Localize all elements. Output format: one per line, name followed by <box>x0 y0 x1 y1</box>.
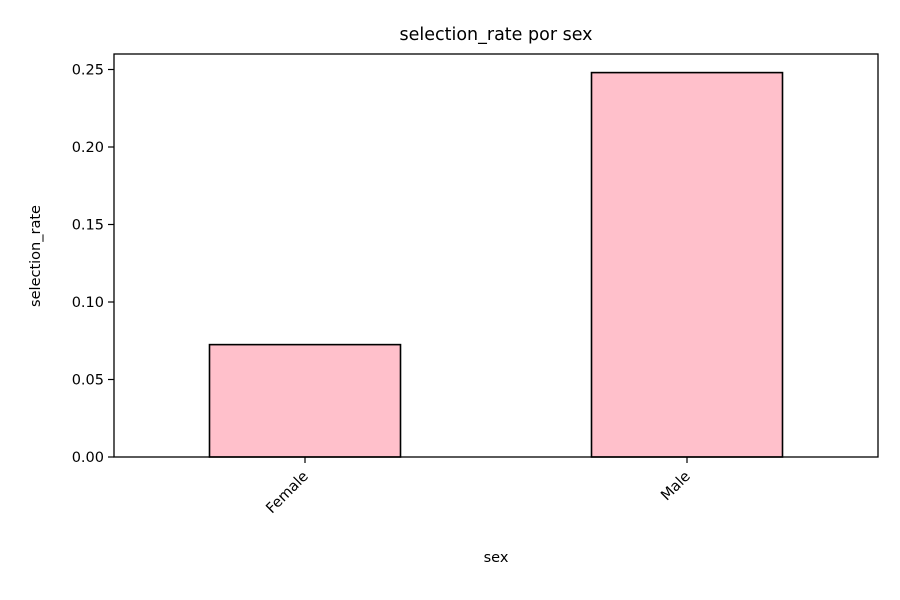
chart-title: selection_rate por sex <box>399 25 592 45</box>
y-axis-label: selection_rate <box>28 205 44 307</box>
y-tick-label: 0.20 <box>72 140 104 156</box>
y-axis: 0.00 0.05 0.10 0.15 0.20 0.25 <box>72 63 114 466</box>
plot-frame <box>113 53 879 458</box>
y-tick-label: 0.15 <box>72 218 104 234</box>
y-tick-label: 0.10 <box>72 295 104 311</box>
x-axis-label: sex <box>484 550 509 566</box>
y-tick-label: 0.25 <box>72 63 104 79</box>
bars-layer <box>208 71 784 458</box>
x-axis: Female Male <box>263 457 694 517</box>
bar-female <box>208 343 402 458</box>
y-tick-label: 0.05 <box>72 373 104 389</box>
x-tick-label: Female <box>263 468 311 516</box>
x-tick-label: Male <box>658 468 694 504</box>
y-tick-label: 0.00 <box>72 450 104 466</box>
bar-male <box>590 71 784 458</box>
